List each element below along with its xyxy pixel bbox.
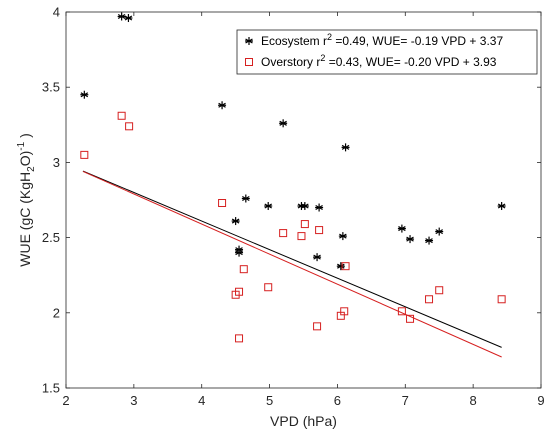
data-point-1-12: [315, 226, 324, 235]
data-point-0-13: [315, 203, 324, 212]
data-point-0-4: [279, 119, 288, 128]
x-tick-label: 9: [537, 393, 544, 408]
data-point-1-3: [218, 199, 227, 208]
y-tick-label: 1.5: [42, 381, 60, 396]
data-point-0-17: [397, 224, 406, 233]
data-point-1-8: [264, 283, 273, 292]
data-point-1-7: [239, 265, 248, 274]
plot-area: [80, 12, 506, 358]
data-point-0-9: [241, 194, 250, 203]
fit-line-1: [82, 170, 502, 358]
legend-box: [236, 29, 538, 75]
y-tick-label: 2: [53, 305, 60, 320]
data-point-0-12: [300, 202, 309, 211]
y-tick-label: 4: [53, 5, 60, 20]
x-tick-label: 2: [62, 393, 69, 408]
legend: Ecosystem r2 =0.49, WUE= -0.19 VPD + 3.3…: [236, 29, 538, 75]
legend-entry-1: Overstory r2 =0.43, WUE= -0.20 VPD + 3.9…: [261, 53, 497, 69]
data-point-0-10: [264, 202, 273, 211]
data-point-0-21: [497, 202, 506, 211]
data-point-1-5: [235, 287, 244, 296]
x-tick-label: 7: [402, 393, 409, 408]
data-point-0-15: [336, 262, 345, 271]
x-tick-label: 5: [266, 393, 273, 408]
y-tick-label: 3: [53, 155, 60, 170]
data-point-0-14: [313, 253, 322, 262]
x-axis-label: VPD (hPa): [270, 413, 337, 429]
data-point-1-21: [497, 295, 506, 304]
x-tick-label: 3: [130, 393, 137, 408]
data-point-1-18: [406, 314, 415, 323]
x-tick-label: 8: [470, 393, 477, 408]
data-point-1-13: [313, 322, 322, 331]
data-point-1-19: [425, 295, 434, 304]
data-point-0-1: [117, 12, 126, 21]
legend-entry-0: Ecosystem r2 =0.49, WUE= -0.19 VPD + 3.3…: [261, 32, 503, 48]
data-point-0-18: [406, 235, 415, 244]
data-point-0-6: [231, 217, 240, 226]
data-point-0-3: [218, 101, 227, 110]
x-tick-label: 6: [334, 393, 341, 408]
data-point-1-17: [397, 307, 406, 316]
data-point-1-0: [80, 150, 89, 159]
fit-line-0: [82, 170, 502, 348]
y-axis-label: WUE (gC (KgH2O)-1 ): [16, 133, 37, 267]
legend-marker-0: [245, 37, 253, 45]
y-tick-label: 2.5: [42, 230, 60, 245]
data-point-1-20: [435, 286, 444, 295]
data-point-1-6: [235, 334, 244, 343]
legend-marker-1: [245, 58, 253, 66]
y-tick-label: 3.5: [42, 80, 60, 95]
data-point-1-10: [297, 232, 306, 241]
data-point-1-11: [300, 220, 309, 229]
data-point-0-16: [338, 232, 347, 241]
data-point-1-15: [340, 307, 349, 316]
data-point-1-1: [117, 111, 126, 120]
data-point-1-9: [279, 229, 288, 238]
data-point-0-5: [341, 143, 350, 152]
axes-box: [65, 11, 542, 389]
data-point-0-20: [435, 227, 444, 236]
x-tick-label: 4: [198, 393, 205, 408]
data-point-1-16: [341, 262, 350, 271]
data-point-0-2: [124, 14, 133, 23]
data-point-0-0: [80, 90, 89, 99]
data-point-0-19: [425, 236, 434, 245]
data-point-1-2: [125, 122, 134, 131]
data-point-0-8: [235, 248, 244, 257]
